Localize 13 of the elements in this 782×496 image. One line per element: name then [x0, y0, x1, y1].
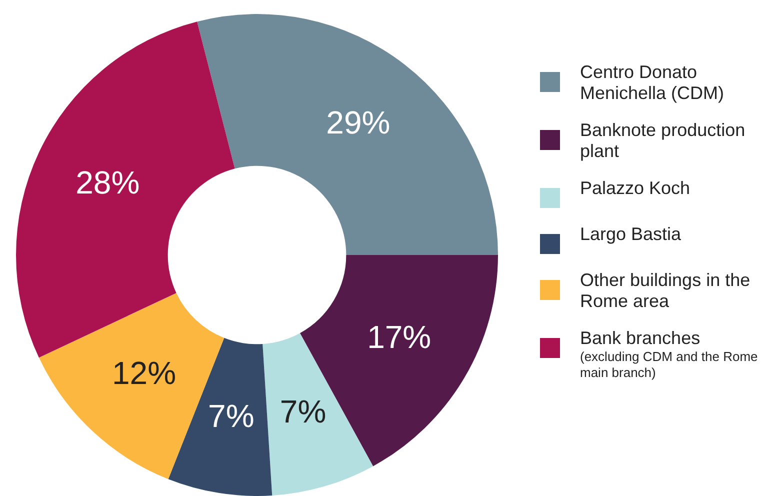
data-label: 7%	[208, 398, 254, 434]
data-label: 17%	[367, 318, 432, 355]
legend-label: Banknote production plant	[580, 120, 746, 162]
text: (excluding CDM and the Rome main branch)	[580, 349, 759, 381]
legend-label: Bank branches	[580, 328, 700, 348]
legend-label: Centro Donato Menichella (CDM)	[580, 62, 726, 104]
legend-label: Palazzo Koch	[580, 178, 690, 199]
legend-label: Other buildings in the Rome area	[580, 270, 752, 312]
data-label: 12%	[112, 355, 176, 392]
data-label: 29%	[326, 104, 390, 140]
data-label: 7%	[280, 393, 326, 430]
legend-label: Largo Bastia	[580, 224, 682, 245]
data-label: 28%	[76, 164, 140, 201]
